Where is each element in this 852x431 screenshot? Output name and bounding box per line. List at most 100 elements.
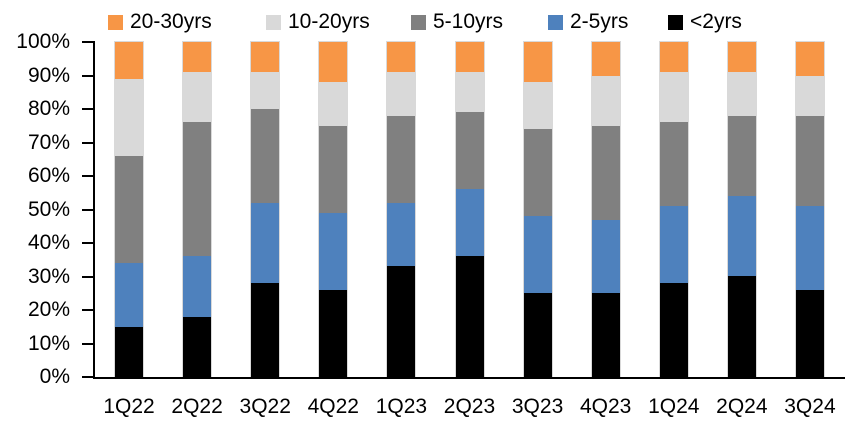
bar-segment-5-10yrs bbox=[591, 125, 620, 220]
bar-segment-<2yrs bbox=[183, 316, 212, 377]
bar-2Q23 bbox=[454, 41, 485, 377]
bar-segment-<2yrs bbox=[795, 289, 824, 377]
y-tick-label: 60% bbox=[27, 164, 70, 187]
y-axis-tick bbox=[82, 74, 93, 77]
bar-segment-20-30yrs bbox=[455, 42, 484, 73]
bar-segment-2-5yrs bbox=[659, 206, 688, 284]
x-axis bbox=[93, 377, 845, 379]
bar-segment-2-5yrs bbox=[319, 212, 348, 290]
bar-segment-2-5yrs bbox=[455, 189, 484, 257]
bar-1Q22 bbox=[114, 41, 145, 377]
y-axis-tick bbox=[82, 376, 93, 378]
bar-segment-20-30yrs bbox=[795, 42, 824, 76]
bar-segment-<2yrs bbox=[455, 256, 484, 377]
bar-segment-10-20yrs bbox=[727, 72, 756, 116]
y-axis bbox=[93, 41, 95, 379]
bar-2Q22 bbox=[182, 41, 213, 377]
bar-segment-<2yrs bbox=[591, 293, 620, 377]
bar-segment-10-20yrs bbox=[591, 75, 620, 126]
bar-segment-<2yrs bbox=[659, 283, 688, 377]
y-tick-label: 80% bbox=[27, 97, 70, 120]
bar-segment-5-10yrs bbox=[183, 122, 212, 257]
y-axis-tick bbox=[82, 342, 93, 345]
legend-label: <2yrs bbox=[690, 10, 742, 33]
bar-segment-2-5yrs bbox=[591, 219, 620, 294]
bar-segment-20-30yrs bbox=[523, 42, 552, 83]
bar-3Q23 bbox=[522, 41, 553, 377]
legend-swatch-icon bbox=[411, 14, 426, 30]
bar-3Q24 bbox=[794, 41, 825, 377]
legend-label: 20-30yrs bbox=[130, 10, 212, 33]
y-tick-label: 20% bbox=[27, 298, 70, 321]
x-category-label: 1Q22 bbox=[103, 395, 155, 418]
y-axis-tick bbox=[82, 275, 93, 278]
y-tick-label: 40% bbox=[27, 231, 70, 254]
x-category-label: 1Q23 bbox=[375, 395, 428, 418]
bar-4Q22 bbox=[318, 41, 349, 377]
bar-segment-2-5yrs bbox=[251, 202, 280, 284]
bar-segment-10-20yrs bbox=[455, 72, 484, 113]
y-tick-label: 70% bbox=[27, 130, 70, 154]
y-axis-tick bbox=[82, 108, 93, 110]
y-axis-tick bbox=[82, 175, 93, 177]
y-tick-label: 0% bbox=[39, 365, 70, 388]
bar-segment-2-5yrs bbox=[795, 206, 824, 290]
legend: 20-30yrs 10-20yrs 5-10yrs 2-5yrs <2yrs bbox=[0, 0, 852, 40]
bar-segment-20-30yrs bbox=[387, 42, 416, 73]
legend-label: 2-5yrs bbox=[570, 10, 629, 33]
legend-item: 10-20yrs bbox=[266, 11, 370, 33]
x-category-label: 1Q24 bbox=[648, 395, 700, 418]
x-category-label: 2Q22 bbox=[171, 395, 223, 418]
bar-segment-<2yrs bbox=[523, 293, 552, 377]
bar-segment-10-20yrs bbox=[319, 82, 348, 126]
bar-segment-5-10yrs bbox=[659, 122, 688, 207]
bar-segment-10-20yrs bbox=[115, 78, 144, 156]
bar-segment-2-5yrs bbox=[387, 202, 416, 267]
bar-segment-5-10yrs bbox=[251, 108, 280, 203]
bar-segment-<2yrs bbox=[115, 326, 144, 377]
x-category-label: 3Q23 bbox=[511, 395, 564, 418]
bar-1Q24 bbox=[658, 41, 689, 377]
bar-segment-20-30yrs bbox=[727, 42, 756, 73]
bar-segment-20-30yrs bbox=[115, 42, 144, 79]
bar-segment-5-10yrs bbox=[727, 115, 756, 197]
bar-segment-5-10yrs bbox=[387, 115, 416, 203]
bar-4Q23 bbox=[590, 41, 621, 377]
bar-segment-20-30yrs bbox=[251, 42, 280, 73]
y-tick-label: 10% bbox=[27, 331, 70, 355]
y-axis-tick bbox=[82, 309, 93, 311]
legend-swatch-icon bbox=[108, 14, 123, 30]
bar-segment-10-20yrs bbox=[523, 82, 552, 130]
bar-segment-2-5yrs bbox=[183, 256, 212, 317]
legend-item: <2yrs bbox=[668, 11, 742, 33]
y-tick-label: 50% bbox=[27, 197, 70, 221]
legend-label: 5-10yrs bbox=[433, 10, 504, 33]
bar-segment-10-20yrs bbox=[387, 72, 416, 116]
x-category-label: 3Q22 bbox=[239, 395, 291, 418]
bar-segment-2-5yrs bbox=[115, 263, 144, 327]
bar-segment-5-10yrs bbox=[115, 155, 144, 264]
bar-segment-<2yrs bbox=[319, 289, 348, 377]
x-category-label: 4Q23 bbox=[579, 395, 632, 418]
bar-segment-10-20yrs bbox=[251, 72, 280, 109]
legend-swatch-icon bbox=[668, 14, 683, 30]
bar-segment-10-20yrs bbox=[183, 72, 212, 123]
legend-item: 20-30yrs bbox=[108, 11, 212, 33]
legend-item: 5-10yrs bbox=[411, 11, 503, 33]
bar-segment-10-20yrs bbox=[795, 75, 824, 116]
bar-segment-5-10yrs bbox=[795, 115, 824, 207]
bar-segment-<2yrs bbox=[387, 266, 416, 377]
x-category-label: 4Q22 bbox=[307, 395, 359, 418]
legend-item: 2-5yrs bbox=[548, 11, 628, 33]
bar-segment-20-30yrs bbox=[659, 42, 688, 73]
y-tick-label: 30% bbox=[27, 264, 70, 288]
bar-segment-20-30yrs bbox=[591, 42, 620, 76]
x-category-label: 2Q24 bbox=[716, 395, 768, 418]
y-axis-tick bbox=[82, 41, 93, 43]
bar-3Q22 bbox=[250, 41, 281, 377]
plot-area bbox=[95, 41, 844, 377]
bar-segment-20-30yrs bbox=[319, 42, 348, 83]
legend-swatch-icon bbox=[266, 14, 281, 30]
bar-segment-5-10yrs bbox=[319, 125, 348, 213]
